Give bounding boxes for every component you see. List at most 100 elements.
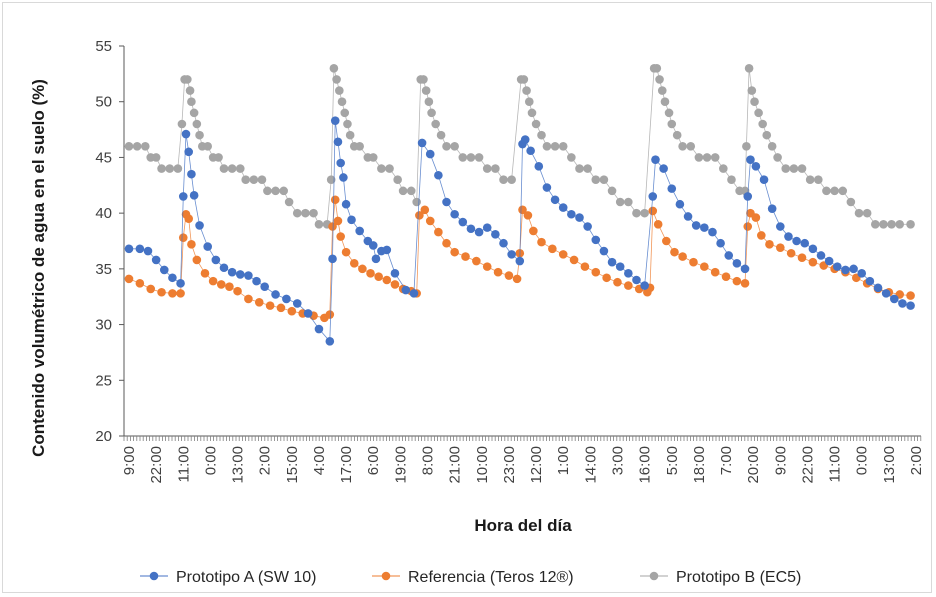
data-point	[537, 237, 546, 247]
data-point	[474, 227, 484, 237]
data-point	[686, 141, 696, 151]
data-point	[583, 222, 592, 231]
data-point	[458, 153, 468, 162]
data-point	[691, 221, 701, 230]
data-point	[292, 208, 302, 218]
data-point	[235, 270, 245, 279]
data-point	[567, 209, 576, 219]
data-point	[670, 247, 679, 257]
data-point	[700, 223, 709, 232]
data-point	[529, 226, 538, 236]
x-tick-label: 14:00	[582, 446, 599, 484]
data-point	[244, 271, 253, 280]
data-point	[135, 244, 145, 254]
data-point	[805, 175, 815, 185]
data-point	[757, 231, 766, 240]
data-point	[214, 153, 223, 162]
x-tick-label: 5:00	[664, 446, 681, 475]
data-point	[710, 153, 720, 162]
data-point	[265, 301, 275, 310]
data-point	[751, 213, 761, 222]
data-point	[349, 258, 359, 268]
data-point	[382, 275, 392, 285]
data-point	[279, 186, 288, 196]
data-point	[168, 289, 177, 298]
data-point	[542, 141, 552, 151]
data-point	[257, 175, 267, 185]
plot-area	[124, 63, 915, 346]
data-point	[341, 247, 351, 257]
data-point	[887, 219, 896, 229]
data-point	[849, 264, 858, 274]
data-point	[727, 175, 736, 185]
data-point	[184, 147, 194, 157]
data-point	[781, 164, 791, 173]
data-point	[336, 158, 345, 168]
data-point	[558, 141, 568, 151]
data-point	[132, 141, 142, 151]
data-point	[325, 310, 335, 319]
data-point	[208, 276, 218, 286]
data-point	[667, 119, 677, 129]
data-point	[420, 205, 430, 215]
data-point	[282, 294, 291, 304]
data-point	[743, 192, 753, 201]
data-point	[558, 203, 568, 212]
data-point	[662, 236, 671, 246]
data-point	[461, 252, 470, 261]
data-point	[694, 153, 704, 162]
data-point	[724, 251, 734, 260]
data-point	[873, 283, 883, 293]
data-point	[719, 164, 728, 173]
data-point	[599, 175, 609, 185]
data-point	[524, 97, 534, 107]
legend-label: Referencia (Teros 12®)	[408, 569, 574, 586]
data-point	[368, 241, 378, 250]
data-point	[382, 245, 392, 255]
data-point	[450, 209, 459, 219]
data-point	[301, 208, 310, 218]
data-point	[314, 324, 324, 334]
x-tick-label: 9:00	[121, 446, 138, 475]
data-point	[371, 254, 381, 264]
y-axis-title: Contenido volumétrico de agua en el suel…	[29, 79, 48, 457]
data-point	[181, 129, 191, 139]
x-tick-label: 3:00	[609, 446, 626, 475]
data-point	[789, 164, 799, 173]
data-point	[225, 282, 234, 291]
data-point	[548, 244, 557, 254]
data-point	[689, 257, 698, 267]
legend-item: Prototipo A (SW 10)	[140, 569, 317, 586]
data-point	[640, 281, 649, 290]
x-tick-label: 23:00	[501, 446, 518, 484]
data-point	[542, 183, 552, 192]
series-line	[129, 120, 911, 343]
data-point	[233, 286, 242, 296]
data-point	[332, 75, 341, 84]
data-point	[450, 141, 459, 151]
data-point	[591, 267, 601, 277]
legend-label: Prototipo A (SW 10)	[176, 569, 317, 586]
data-point	[895, 219, 905, 229]
data-point	[762, 130, 772, 140]
data-point	[415, 211, 424, 220]
data-point	[683, 212, 693, 221]
x-tick-label: 2:00	[257, 446, 274, 475]
data-point	[710, 267, 720, 277]
data-point	[325, 336, 335, 346]
data-point	[427, 108, 436, 118]
data-point	[507, 250, 516, 259]
legend-marker	[149, 571, 159, 581]
data-point	[857, 269, 867, 278]
data-point	[355, 226, 364, 236]
data-point	[632, 275, 641, 285]
data-point	[219, 164, 229, 173]
x-minor-ticks	[123, 436, 922, 441]
y-tick-label: 40	[95, 205, 112, 222]
data-point	[624, 269, 633, 278]
data-point	[591, 235, 601, 245]
data-point	[507, 175, 516, 185]
data-point	[655, 75, 664, 84]
data-point	[833, 262, 842, 271]
data-point	[830, 186, 839, 196]
